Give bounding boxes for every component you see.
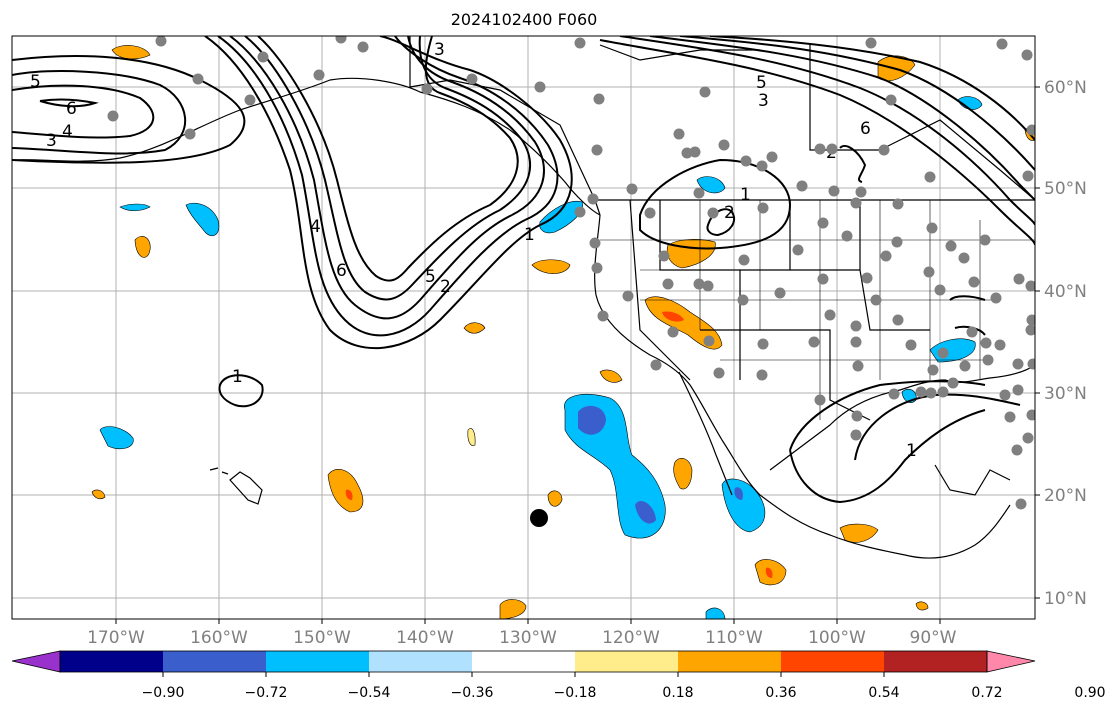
anomaly-shading (91, 45, 1035, 619)
colorbar-outline (59, 650, 988, 673)
contour-label: 5 (756, 73, 767, 93)
colorbar-tick-label: 0.18 (662, 685, 693, 701)
lon-label: 120°W (602, 628, 660, 648)
contour-label: 2 (724, 203, 735, 223)
lon-label: 150°W (293, 628, 351, 648)
lat-label: 20°N (1044, 486, 1087, 506)
colorbar-tick-label: −0.18 (554, 685, 597, 701)
colorbar: −0.90 −0.72 −0.54 −0.36 −0.18 0.18 0.36 … (11, 650, 1105, 701)
colorbar-segment (163, 651, 267, 672)
map-frame (11, 35, 1036, 620)
colorbar-tick-label: 0.36 (765, 685, 796, 701)
colorbar-segment (369, 651, 473, 672)
lat-label: 60°N (1044, 78, 1087, 98)
axis-ticks (115, 86, 1040, 624)
lon-label: 110°W (705, 628, 763, 648)
contour-label: 3 (758, 91, 769, 111)
contour-label: 6 (860, 119, 871, 139)
colorbar-tick-label: −0.36 (451, 685, 494, 701)
colorbar-segment (266, 651, 370, 672)
colorbar-segment (678, 651, 782, 672)
colorbar-segment (472, 651, 576, 672)
contour-label: 3 (46, 131, 57, 151)
contour-label: 3 (434, 40, 445, 60)
latitude-labels: 60°N 50°N 40°N 30°N 20°N 10°N (1044, 78, 1087, 609)
colorbar-segment (884, 651, 988, 672)
contour-label: 2 (440, 277, 451, 297)
contour-label: 1 (232, 367, 243, 387)
colorbar-tick-label: 0.90 (1074, 685, 1105, 701)
colorbar-segment (60, 651, 164, 672)
map-title: 2024102400 F060 (450, 10, 598, 29)
station-dots (107, 36, 1035, 510)
contour-label: 1 (524, 225, 535, 245)
lon-label: 170°W (87, 628, 145, 648)
map-area (12, 36, 1035, 619)
lat-label: 50°N (1044, 179, 1087, 199)
contour-label: 5 (30, 72, 41, 92)
colorbar-tick-label: 0.72 (971, 685, 1002, 701)
lat-label: 30°N (1044, 384, 1087, 404)
longitude-labels: 170°W 160°W 150°W 140°W 130°W 120°W 110°… (87, 628, 957, 648)
colorbar-segment (575, 651, 679, 672)
lat-label: 40°N (1044, 282, 1087, 302)
lon-label: 140°W (396, 628, 454, 648)
lon-label: 130°W (499, 628, 557, 648)
contour-labels: 5 6 4 3 3 6 5 4 2 1 1 2 6 5 2 3 1 1 (30, 40, 917, 461)
lat-label: 10°N (1044, 589, 1087, 609)
position-marker (530, 509, 548, 527)
contour-label: 4 (310, 217, 321, 237)
colorbar-tick-label: 0.54 (868, 685, 899, 701)
state-borders (600, 200, 1035, 420)
lon-label: 100°W (808, 628, 866, 648)
colorbar-segment (781, 651, 885, 672)
colorbar-tick-label: −0.90 (142, 685, 185, 701)
contour-lines (12, 36, 1035, 504)
colorbar-extend-high (987, 651, 1035, 672)
colorbar-tick-label: −0.72 (245, 685, 288, 701)
colorbar-extend-low (12, 651, 60, 672)
colorbar-tick-label: −0.54 (348, 685, 391, 701)
contour-label: 6 (66, 99, 77, 119)
contour-label: 1 (906, 441, 917, 461)
contour-label: 5 (425, 267, 436, 287)
lon-label: 90°W (910, 628, 957, 648)
contour-label: 6 (336, 261, 347, 281)
contour-label: 4 (62, 122, 73, 142)
contour-label: 1 (740, 185, 751, 205)
lon-label: 160°W (190, 628, 248, 648)
